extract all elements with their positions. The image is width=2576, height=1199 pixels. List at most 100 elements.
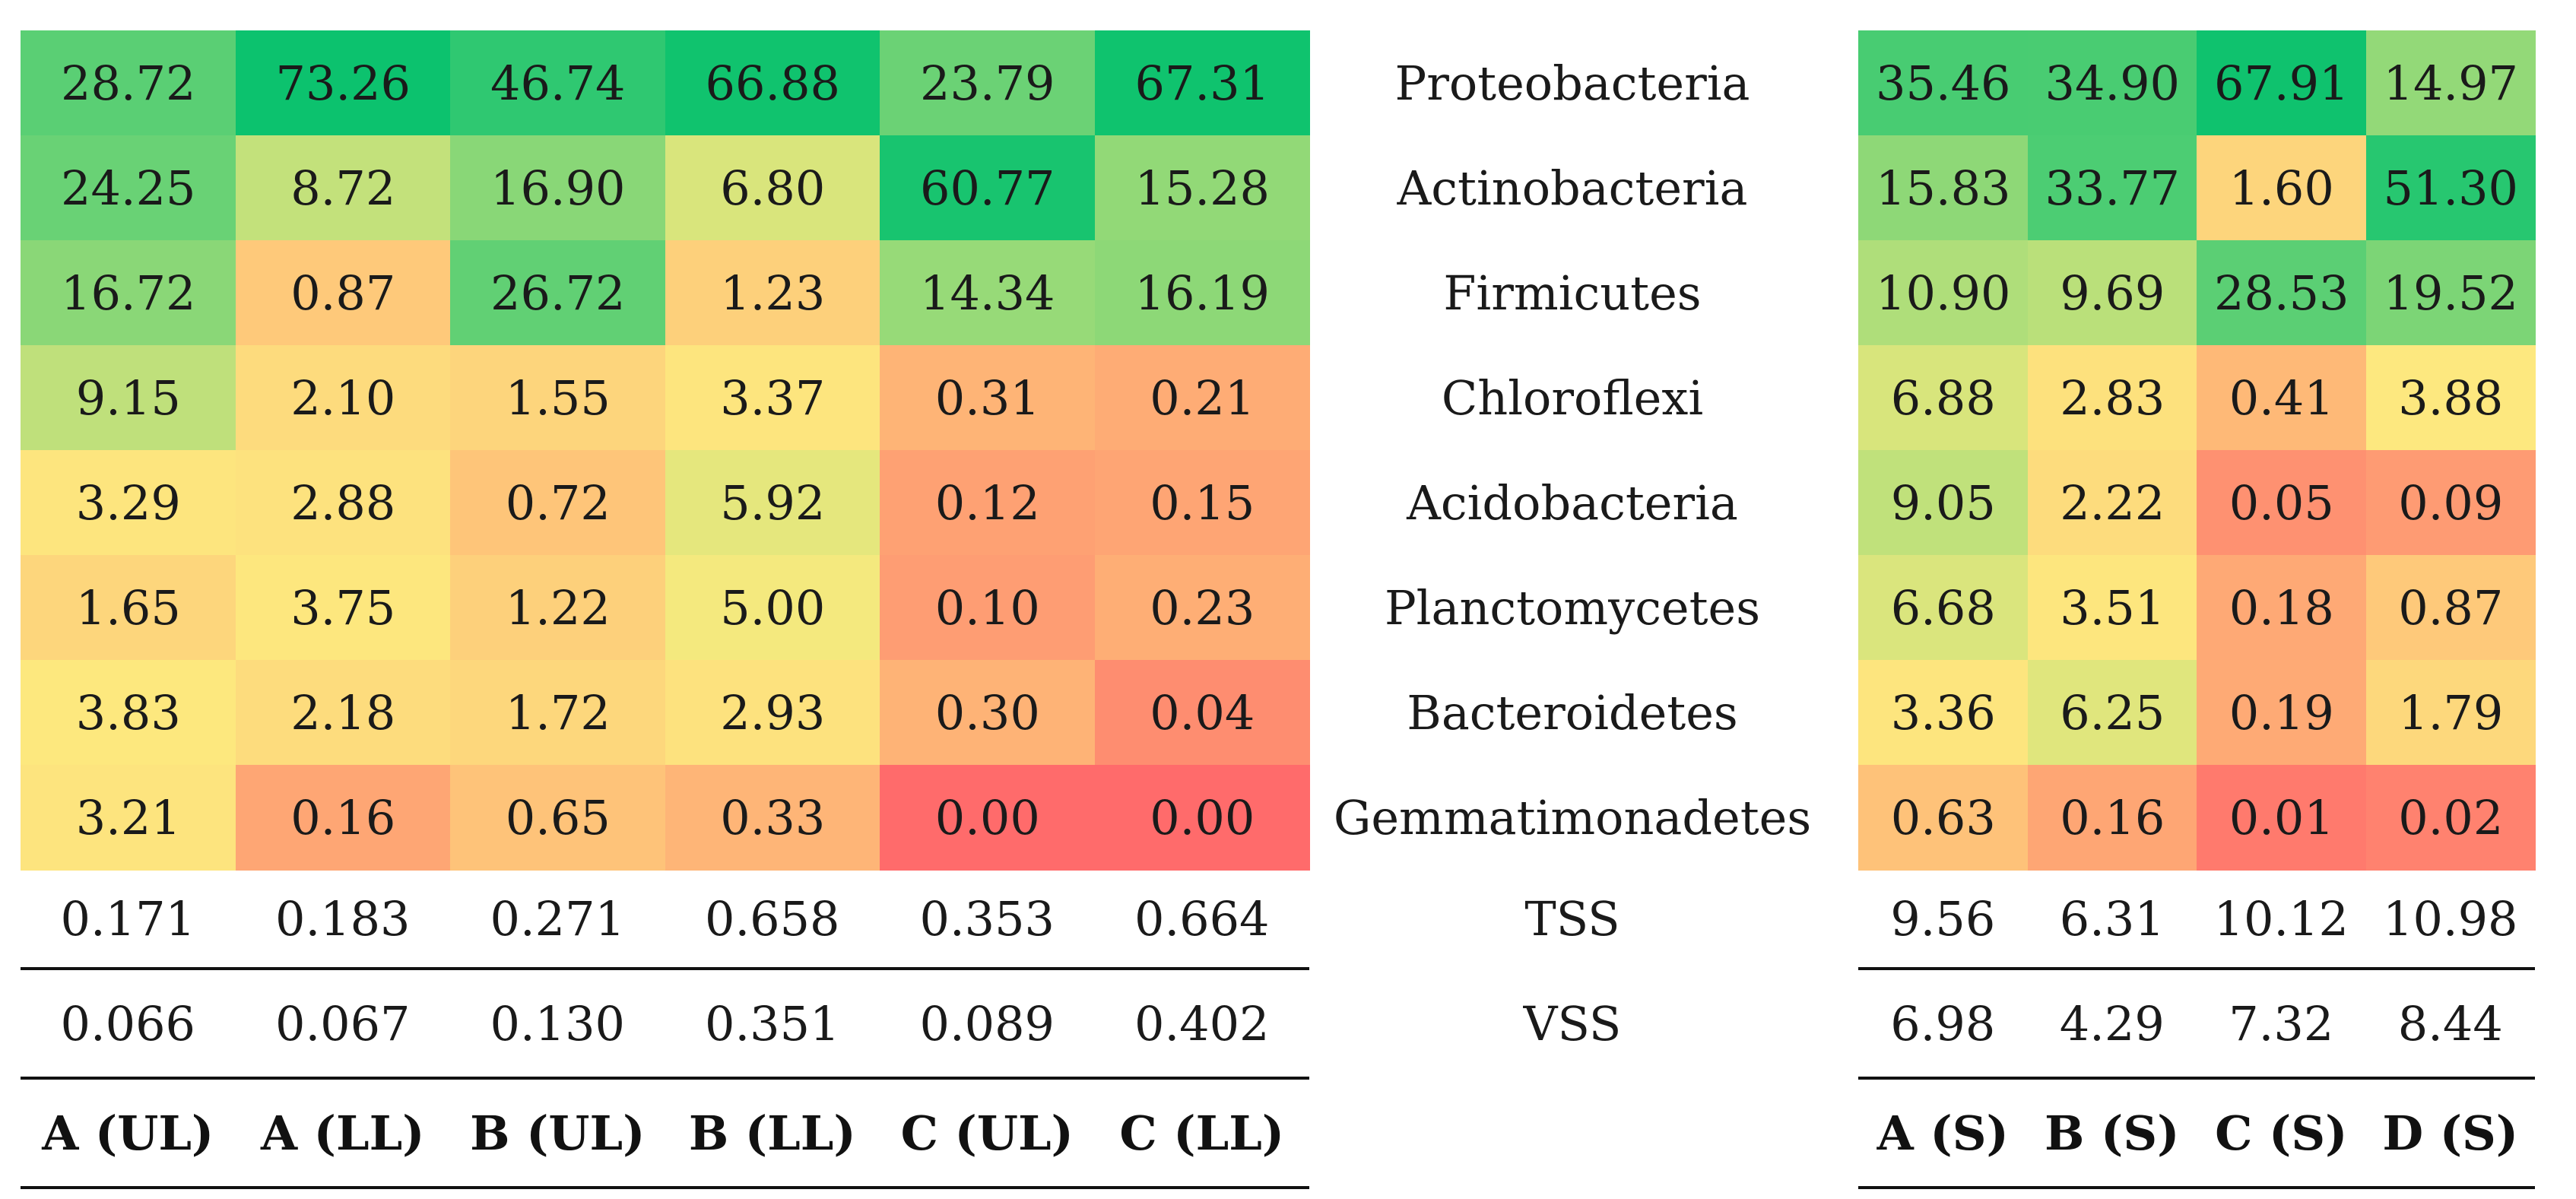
heatmap-cell: 0.72: [450, 450, 666, 556]
heatmap-cell: 2.83: [2027, 345, 2197, 451]
vss-label: VSS: [1523, 995, 1622, 1052]
phylum-label: Actinobacteria: [1397, 160, 1748, 216]
heatmap-cell: 3.29: [21, 450, 236, 556]
phylum-label: Gemmatimonadetes: [1333, 789, 1812, 845]
column-header: A (UL): [42, 1105, 214, 1161]
heatmap-cell: 28.72: [21, 30, 236, 136]
vss-value: 0.402: [1134, 995, 1270, 1052]
column-header: A (LL): [260, 1105, 425, 1161]
table-rule: [1858, 1186, 2535, 1189]
heatmap-cell: 10.90: [1858, 240, 2029, 346]
heatmap-cell: 5.00: [665, 555, 880, 661]
heatmap-cell: 35.46: [1858, 30, 2029, 136]
vss-value: 7.32: [2229, 995, 2334, 1052]
column-header: B (UL): [470, 1105, 646, 1161]
vss-value: 4.29: [2059, 995, 2165, 1052]
heatmap-cell: 1.23: [665, 240, 880, 346]
heatmap-cell: 51.30: [2365, 135, 2536, 241]
heatmap-cell: 6.25: [2027, 660, 2197, 766]
heatmap-cell: 0.63: [1858, 765, 2029, 871]
heatmap-cell: 19.52: [2365, 240, 2536, 346]
phylum-label: Bacteroidetes: [1407, 684, 1738, 741]
heatmap-cell: 2.93: [665, 660, 880, 766]
tss-value: 9.56: [1890, 890, 1996, 947]
heatmap-cell: 16.90: [450, 135, 666, 241]
column-header: C (LL): [1119, 1105, 1285, 1161]
heatmap-cell: 16.19: [1094, 240, 1310, 346]
heatmap-cell: 0.15: [1094, 450, 1310, 556]
heatmap-cell: 1.72: [450, 660, 666, 766]
heatmap-cell: 0.00: [1094, 765, 1310, 871]
heatmap-cell: 0.02: [2365, 765, 2536, 871]
tss-value: 0.171: [60, 890, 196, 947]
heatmap-cell: 0.01: [2197, 765, 2367, 871]
tss-value: 0.658: [705, 890, 840, 947]
table-rule: [21, 1186, 1309, 1189]
heatmap-cell: 0.23: [1094, 555, 1310, 661]
column-header: C (S): [2215, 1105, 2348, 1161]
column-header: A (S): [1876, 1105, 2009, 1161]
heatmap-cell: 16.72: [21, 240, 236, 346]
heatmap-cell: 15.83: [1858, 135, 2029, 241]
phylum-label: Chloroflexi: [1441, 370, 1704, 426]
table-rule: [1858, 1077, 2535, 1080]
heatmap-cell: 0.65: [450, 765, 666, 871]
heatmap-cell: 3.83: [21, 660, 236, 766]
heatmap-cell: 23.79: [880, 30, 1096, 136]
heatmap-cell: 0.04: [1094, 660, 1310, 766]
heatmap-cell: 15.28: [1094, 135, 1310, 241]
heatmap-cell: 6.68: [1858, 555, 2029, 661]
heatmap-cell: 0.87: [2365, 555, 2536, 661]
heatmap-cell: 26.72: [450, 240, 666, 346]
heatmap-cell: 0.16: [235, 765, 451, 871]
heatmap-cell: 14.34: [880, 240, 1096, 346]
heatmap-cell: 1.55: [450, 345, 666, 451]
heatmap-cell: 6.88: [1858, 345, 2029, 451]
heatmap-cell: 1.60: [2197, 135, 2367, 241]
phylum-label: Acidobacteria: [1407, 474, 1738, 531]
column-header: B (LL): [688, 1105, 856, 1161]
tss-value: 10.98: [2383, 890, 2518, 947]
heatmap-cell: 14.97: [2365, 30, 2536, 136]
heatmap-cell: 0.00: [880, 765, 1096, 871]
table-rule: [21, 967, 1309, 970]
vss-value: 6.98: [1890, 995, 1996, 1052]
vss-value: 0.089: [919, 995, 1055, 1052]
heatmap-cell: 6.80: [665, 135, 880, 241]
heatmap-cell: 5.92: [665, 450, 880, 556]
heatmap-cell: 0.05: [2197, 450, 2367, 556]
heatmap-cell: 67.91: [2197, 30, 2367, 136]
heatmap-cell: 0.87: [235, 240, 451, 346]
heatmap-cell: 46.74: [450, 30, 666, 136]
tss-label: TSS: [1524, 890, 1620, 947]
heatmap-cell: 1.22: [450, 555, 666, 661]
table-rule: [21, 1077, 1309, 1080]
vss-value: 0.130: [490, 995, 626, 1052]
heatmap-cell: 9.69: [2027, 240, 2197, 346]
heatmap-cell: 0.33: [665, 765, 880, 871]
heatmap-cell: 3.75: [235, 555, 451, 661]
column-header: C (UL): [900, 1105, 1074, 1161]
tss-value: 0.664: [1134, 890, 1270, 947]
heatmap-cell: 0.12: [880, 450, 1096, 556]
heatmap-cell: 2.18: [235, 660, 451, 766]
tss-value: 0.183: [275, 890, 411, 947]
heatmap-cell: 0.30: [880, 660, 1096, 766]
heatmap-cell: 28.53: [2197, 240, 2367, 346]
heatmap-cell: 3.51: [2027, 555, 2197, 661]
heatmap-cell: 3.88: [2365, 345, 2536, 451]
heatmap-cell: 67.31: [1094, 30, 1310, 136]
tss-value: 6.31: [2059, 890, 2165, 947]
heatmap-cell: 0.41: [2197, 345, 2367, 451]
heatmap-cell: 3.37: [665, 345, 880, 451]
heatmap-cell: 2.10: [235, 345, 451, 451]
vss-value: 0.351: [705, 995, 840, 1052]
vss-value: 0.066: [60, 995, 196, 1052]
heatmap-cell: 1.65: [21, 555, 236, 661]
phylum-label: Firmicutes: [1443, 265, 1702, 321]
tss-value: 0.353: [919, 890, 1055, 947]
heatmap-cell: 60.77: [880, 135, 1096, 241]
vss-value: 0.067: [275, 995, 411, 1052]
vss-value: 8.44: [2397, 995, 2503, 1052]
